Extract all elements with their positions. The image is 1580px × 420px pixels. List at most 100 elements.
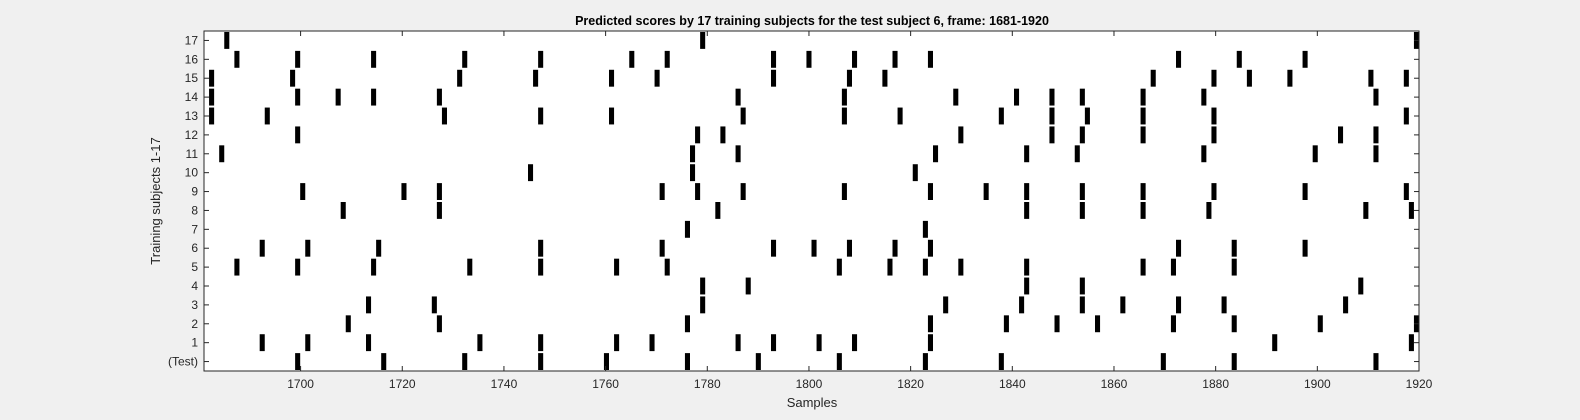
score-mark <box>816 334 822 352</box>
score-mark <box>1176 50 1182 68</box>
score-mark <box>735 334 741 352</box>
score-mark <box>1079 296 1085 314</box>
score-mark <box>958 126 964 144</box>
score-mark <box>1079 202 1085 219</box>
score-mark <box>264 107 270 125</box>
score-mark <box>1231 239 1237 257</box>
score-mark <box>401 183 407 200</box>
score-mark <box>1140 258 1146 276</box>
y-tick-label: 13 <box>185 109 199 123</box>
score-mark <box>1403 107 1409 125</box>
score-mark <box>1019 296 1025 314</box>
y-tick-label: 11 <box>186 147 199 161</box>
score-mark <box>690 164 696 182</box>
x-tick-label: 1700 <box>287 377 314 391</box>
score-mark <box>735 145 741 163</box>
score-mark <box>1079 126 1085 144</box>
score-mark <box>538 258 544 276</box>
score-mark <box>740 107 746 125</box>
x-tick-label: 1860 <box>1101 377 1128 391</box>
score-mark <box>1403 69 1409 87</box>
score-mark <box>1358 277 1364 295</box>
score-mark <box>603 353 609 370</box>
x-axis: 1700 1720 1740 1760 1780 1800 1820 1840 1860 1880… <box>287 31 1433 391</box>
score-mark <box>290 69 296 87</box>
score-mark <box>1079 183 1085 200</box>
score-mark <box>295 126 301 144</box>
score-mark <box>366 296 372 314</box>
x-tick-label: 1740 <box>491 377 518 391</box>
score-mark <box>933 145 939 163</box>
score-mark <box>1408 334 1414 352</box>
score-mark <box>538 107 544 125</box>
score-mark <box>841 183 847 200</box>
score-mark <box>771 50 777 68</box>
score-mark <box>1160 353 1166 370</box>
score-mark <box>700 32 706 49</box>
score-mark <box>1176 296 1182 314</box>
score-mark <box>436 183 442 200</box>
score-mark <box>1231 353 1237 370</box>
score-mark <box>922 258 928 276</box>
score-mark <box>836 353 842 370</box>
score-mark <box>1312 145 1318 163</box>
score-mark <box>376 239 382 257</box>
score-mark <box>1221 296 1227 314</box>
x-tick-label: 1800 <box>796 377 823 391</box>
score-mark <box>927 315 933 333</box>
score-mark <box>1201 145 1207 163</box>
y-tick-label: 12 <box>185 128 199 142</box>
y-tick-label: 16 <box>185 52 199 66</box>
y-tick-label: (Test) <box>168 355 198 369</box>
score-mark <box>1049 88 1055 106</box>
score-mark <box>1206 202 1212 219</box>
score-mark <box>1140 88 1146 106</box>
score-mark <box>234 50 240 68</box>
score-mark <box>441 107 447 125</box>
score-mark <box>477 334 483 352</box>
score-mark <box>927 239 933 257</box>
score-mark <box>1231 315 1237 333</box>
score-mark <box>335 88 341 106</box>
score-mark <box>209 69 215 87</box>
score-mark <box>1211 69 1217 87</box>
score-mark <box>1373 88 1379 106</box>
score-mark <box>259 239 265 257</box>
score-mark <box>841 107 847 125</box>
score-mark <box>771 239 777 257</box>
score-mark <box>922 353 928 370</box>
score-mark <box>1343 296 1349 314</box>
score-mark <box>1049 126 1055 144</box>
score-mark <box>1368 69 1374 87</box>
score-mark <box>755 353 761 370</box>
score-mark <box>436 88 442 106</box>
score-mark <box>1363 202 1369 219</box>
score-mark <box>846 69 852 87</box>
score-mark <box>922 220 928 238</box>
score-mark <box>953 88 959 106</box>
score-mark <box>1024 202 1030 219</box>
score-mark <box>467 258 473 276</box>
score-mark <box>295 258 301 276</box>
score-mark <box>720 126 726 144</box>
score-mark <box>295 88 301 106</box>
score-mark <box>1302 183 1308 200</box>
y-tick-label: 7 <box>191 222 198 236</box>
x-tick-label: 1900 <box>1304 377 1331 391</box>
score-mark <box>654 69 660 87</box>
score-mark <box>841 88 847 106</box>
score-mark <box>1176 239 1182 257</box>
score-mark <box>1024 277 1030 295</box>
score-mark <box>892 239 898 257</box>
score-mark <box>371 258 377 276</box>
score-mark <box>659 183 665 200</box>
score-mark <box>1373 145 1379 163</box>
score-mark <box>1211 107 1217 125</box>
score-mark <box>735 88 741 106</box>
score-mark <box>1079 88 1085 106</box>
y-tick-label: 9 <box>191 185 198 199</box>
score-mark <box>771 334 777 352</box>
score-mark <box>684 220 690 238</box>
score-mark <box>1373 126 1379 144</box>
